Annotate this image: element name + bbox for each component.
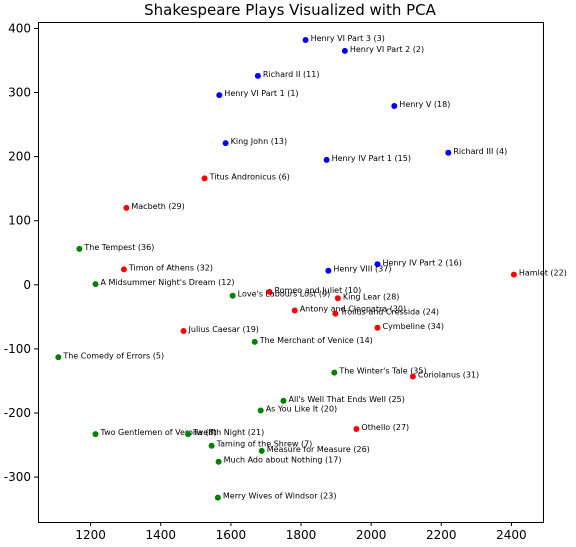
data-point [92,281,99,288]
point-label: The Merchant of Venice (14) [259,336,373,345]
point-label: All's Well That Ends Well (25) [288,395,404,404]
data-point [332,310,339,317]
point-label: Much Ado about Nothing (17) [224,456,342,465]
point-label: Hamlet (22) [519,269,567,278]
data-point [445,149,452,156]
x-tick-label: 2200 [426,528,457,542]
data-point [258,447,265,454]
data-point [222,140,229,147]
data-point [409,373,416,380]
point-label: Love's Labours Lost (9) [238,290,331,299]
x-tick-label: 1800 [286,528,317,542]
data-point [123,204,130,211]
x-axis: 1200 1400 1600 1800 2000 2200 2400 [75,522,527,542]
data-point [353,426,360,433]
data-point [334,295,341,302]
data-point [391,102,398,109]
point-label: Cymbeline (34) [382,322,444,331]
data-point [229,292,236,299]
point-label: Henry IV Part 1 (15) [332,154,411,163]
point-label: Coriolanus (31) [418,370,479,379]
data-point [215,458,222,465]
point-label: King Lear (28) [343,292,400,301]
x-tick-label: 2000 [356,528,387,542]
point-label: Titus Andronicus (6) [209,172,290,181]
point-label: Henry VIII (37) [333,265,391,274]
point-label: Timon of Athens (32) [128,263,213,272]
x-tick-label: 1600 [216,528,247,542]
y-tick-label: 300 [8,86,31,100]
point-label: Henry V (18) [399,100,450,109]
data-point [331,369,338,376]
point-label: Macbeth (29) [131,202,184,211]
data-point [120,266,127,273]
point-label: Othello (27) [361,423,409,432]
y-tick-label: 400 [8,21,31,35]
point-label: The Comedy of Errors (5) [62,351,164,360]
point-label: Merry Wives of Windsor (23) [223,492,337,501]
x-tick-label: 1400 [145,528,176,542]
data-point [76,245,83,252]
point-label: A Midsummer Night's Dream (12) [101,278,235,287]
point-label: The Tempest (36) [83,243,154,252]
y-tick-label: 100 [8,214,31,228]
data-point [208,442,215,449]
point-label: Romeo and Juliet (10) [274,286,361,295]
point-label: Henry VI Part 3 (3) [311,34,385,43]
y-tick-label: -300 [4,470,31,484]
point-label: Two Gentlemen of Verona (8) [100,428,217,437]
chart-title: Shakespeare Plays Visualized with PCA [144,1,437,19]
data-point [280,397,287,404]
y-axis: -300 -200 -100 0 100 200 300 400 [4,21,38,484]
point-label: As You Like It (20) [266,404,337,413]
data-points: Henry VI Part 3 (3) Henry VI Part 2 (2) Ri… [55,34,567,501]
data-point [251,338,258,345]
point-label: Richard III (4) [453,147,507,156]
x-tick-label: 2400 [496,528,527,542]
data-point [325,267,332,274]
x-tick-label: 1200 [75,528,106,542]
data-point [185,431,192,438]
data-point [510,271,517,278]
data-point [214,494,221,501]
point-label: Antony and Cleopatra (30) [300,304,406,313]
data-point [266,288,273,295]
y-tick-label: 200 [8,150,31,164]
point-label: Taming of the Shrew (7) [216,440,313,449]
point-label: Richard II (11) [263,70,320,79]
data-point [216,92,223,99]
point-label: The Winter's Tale (35) [338,367,426,376]
data-point [201,175,208,182]
point-label: Troilus and Cressida (24) [339,308,439,317]
data-point [55,354,62,361]
data-point [374,261,381,268]
data-point [323,156,330,163]
data-point [257,407,264,414]
data-point [302,36,309,43]
data-point [92,431,99,438]
data-point [254,72,261,79]
point-label: Henry IV Part 2 (16) [382,258,461,267]
point-label: King John (13) [231,137,288,146]
point-label: Henry VI Part 1 (1) [224,89,298,98]
point-label: Julius Caesar (19) [188,325,259,334]
point-label: Twelfth Night (21) [192,428,264,437]
y-tick-label: 0 [23,278,31,292]
point-label: Henry VI Part 2 (2) [350,45,424,54]
data-point [374,324,381,331]
plot-frame [38,22,544,523]
data-point [291,307,298,314]
y-tick-label: -200 [4,406,31,420]
point-label: Measure for Measure (26) [267,445,370,454]
data-point [341,47,348,54]
y-tick-label: -100 [4,342,31,356]
data-point [180,327,187,334]
